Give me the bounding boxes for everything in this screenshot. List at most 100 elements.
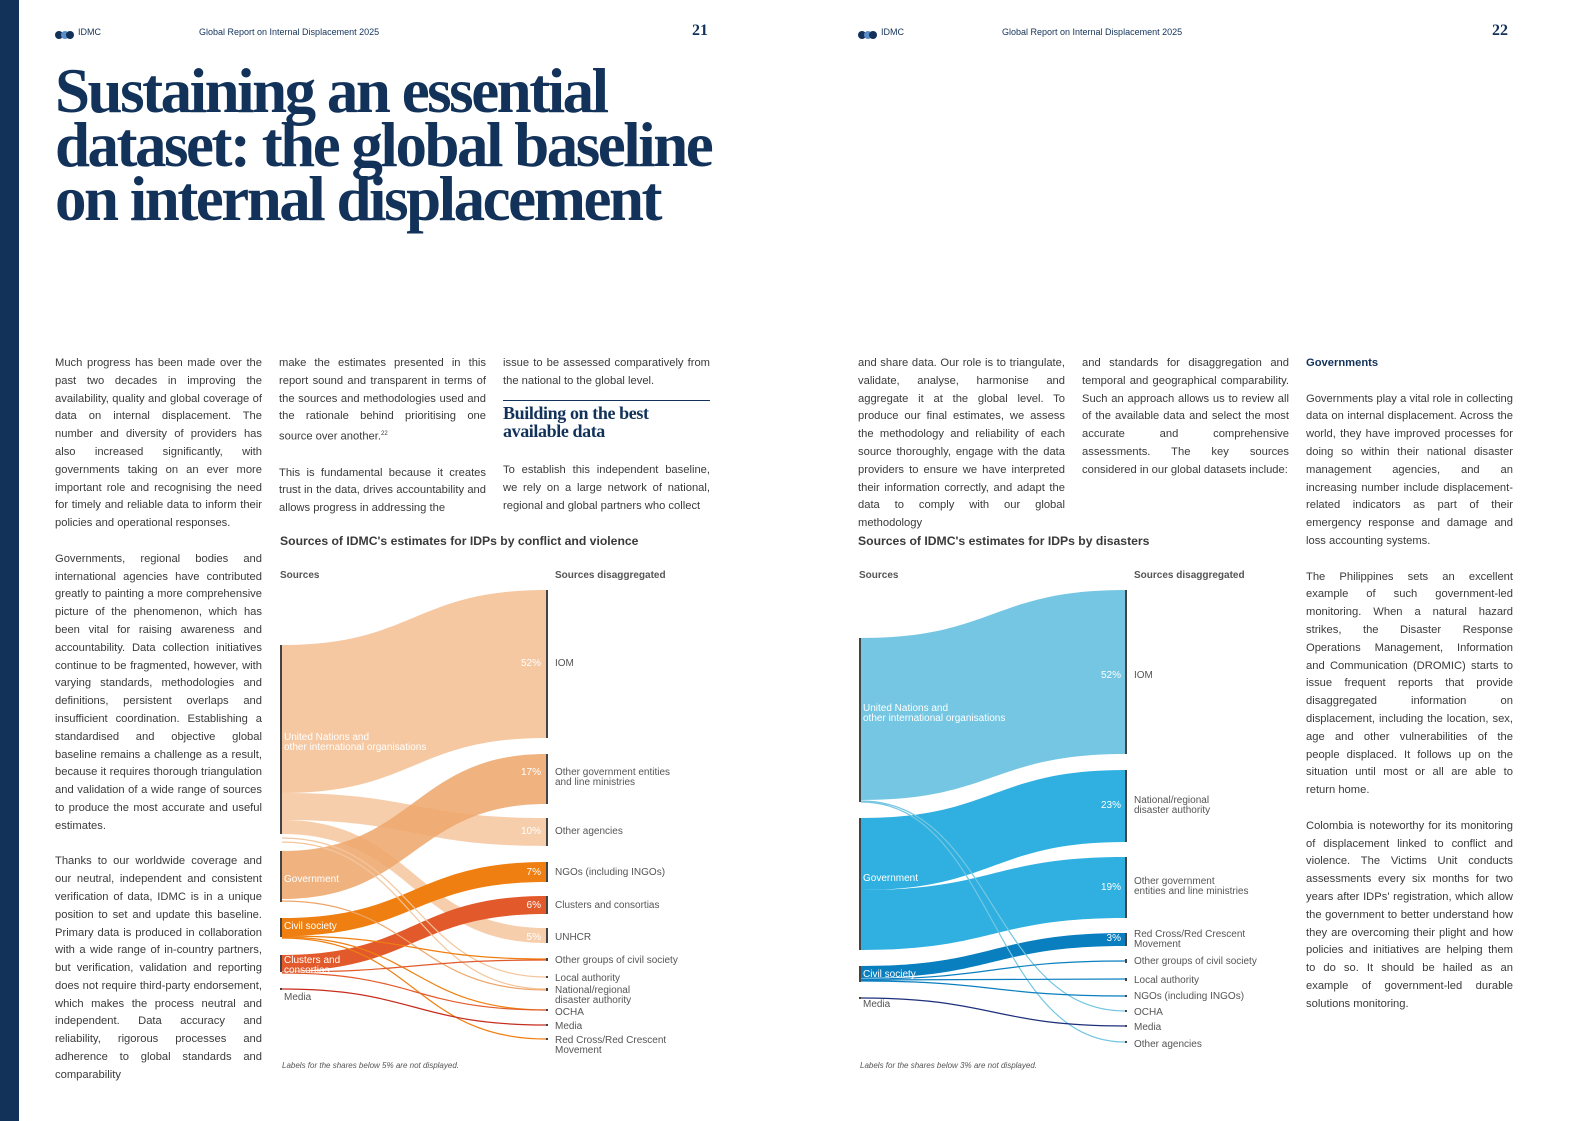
body-column-3-continued: To establish this independent baseline, … [503, 462, 710, 515]
flow-un-ocha [860, 800, 1126, 1012]
target-label: OCHA [1134, 1007, 1163, 1018]
target-node-bar [1125, 959, 1127, 963]
source-label: Government [863, 873, 918, 884]
flow-un-other-agencies [860, 801, 1126, 1043]
source-node-bar [280, 851, 282, 902]
body-column-2: make the estimates presented in this rep… [279, 355, 486, 518]
flow-un-local [281, 837, 547, 978]
flow-clusters-ocha [281, 972, 547, 1011]
subheading-rule [503, 400, 710, 401]
chart-title-disasters: Sources of IDMC's estimates for IDPs by … [858, 534, 1150, 548]
source-label: Clusters and consortias [284, 955, 340, 976]
paragraph: To establish this independent baseline, … [503, 464, 710, 512]
target-node-bar [546, 988, 548, 991]
idmc-logo-icon [55, 31, 74, 39]
target-label: IOM [555, 658, 574, 669]
flow-civil-other-civil [860, 960, 1126, 980]
source-label: Media [284, 992, 312, 1003]
target-label: Other government entities and line minist… [1134, 876, 1249, 897]
flow-civil-ngos [860, 980, 1126, 997]
flow-clusters-clusters [282, 896, 546, 971]
paragraph: issue to be assessed comparatively from … [503, 357, 710, 387]
source-node-bar [859, 966, 861, 982]
source-node-bar [859, 818, 861, 950]
header-report-title: Global Report on Internal Displacement 2… [1002, 27, 1183, 37]
target-label: IOM [1134, 670, 1153, 681]
page-number: 22 [1492, 22, 1508, 39]
header-brand: IDMC [78, 27, 101, 37]
header-report-title: Global Report on Internal Displacement 2… [199, 27, 380, 37]
page-title: Sustaining an essential dataset: the glo… [55, 56, 714, 234]
page-spine [0, 0, 19, 1121]
flow-gov-other-gov [282, 754, 546, 899]
share-label: 17% [521, 767, 541, 778]
source-label: Media [863, 999, 891, 1010]
flow-un-national [281, 841, 547, 990]
target-node-bar [1125, 770, 1127, 842]
target-node-bar [546, 976, 548, 978]
body-column-6: Governments Governments play a vital rol… [1306, 355, 1513, 1013]
flow-un-iom [282, 590, 546, 793]
target-node-bar [1125, 1041, 1127, 1043]
flow-gov-national [281, 900, 547, 991]
chart-targets-header: Sources disaggregated [555, 570, 666, 581]
target-node-bar [546, 928, 548, 943]
source-label: Civil society [284, 921, 337, 932]
target-label: NGOs (including INGOs) [1134, 991, 1244, 1002]
target-node-bar [546, 590, 548, 738]
paragraph: The Philippines sets an excellent exampl… [1306, 570, 1513, 797]
source-node-bar [280, 645, 282, 834]
flow-gov-national [861, 770, 1125, 890]
target-node-bar [1125, 1025, 1127, 1027]
body-column-4: and share data. Our role is to triangula… [858, 355, 1065, 533]
body-column-1: Much progress has been made over the pas… [55, 355, 262, 1085]
target-node-bar [546, 1024, 548, 1026]
paragraph: make the estimates presented in this rep… [279, 355, 486, 447]
body-column-3: issue to be assessed comparatively from … [503, 355, 710, 408]
target-label: Media [555, 1021, 583, 1032]
target-node-bar [1125, 978, 1127, 981]
target-label: Other groups of civil society [1134, 956, 1257, 967]
target-label: Other government entities and line minist… [555, 767, 670, 788]
share-label: 10% [521, 826, 541, 837]
source-label: United Nations and other international or… [284, 732, 426, 753]
target-label: Red Cross/Red Crescent Movement [1134, 929, 1245, 950]
target-node-bar [1125, 857, 1127, 918]
body-column-5: and standards for disaggregation and tem… [1082, 355, 1289, 480]
paragraph: Governments play a vital role in collect… [1306, 392, 1513, 547]
source-node-bar [859, 638, 861, 802]
share-label: 52% [521, 658, 541, 669]
chart-sources-header: Sources [280, 570, 320, 581]
footnote-ref: 22 [381, 431, 388, 438]
target-label: Clusters and consortias [555, 900, 660, 911]
target-node-bar [546, 862, 548, 882]
source-node-bar [280, 955, 282, 972]
section-heading-governments: Governments [1306, 357, 1379, 369]
source-node-bar [280, 918, 282, 937]
source-label: United Nations and other international or… [863, 703, 1005, 724]
source-node-bar [859, 997, 861, 999]
target-label: NGOs (including INGOs) [555, 867, 665, 878]
target-label: National/regional disaster authority [555, 985, 631, 1006]
target-node-bar [1125, 995, 1127, 997]
target-label: Media [1134, 1022, 1162, 1033]
share-label: 52% [1101, 670, 1121, 681]
share-label: 23% [1101, 800, 1121, 811]
target-node-bar [1125, 590, 1127, 754]
chart-footnote: Labels for the shares below 3% are not d… [860, 1061, 1037, 1070]
flow-media-media [860, 997, 1126, 1027]
target-label: OCHA [555, 1007, 584, 1018]
flow-un-iom [861, 590, 1125, 800]
section-subheading: Building on the best available data [503, 403, 649, 441]
header-brand: IDMC [881, 27, 904, 37]
share-label: 5% [527, 932, 542, 943]
source-node-bar [280, 988, 282, 990]
source-label: Civil society [863, 969, 916, 980]
share-label: 6% [527, 900, 542, 911]
flow-civil-local [860, 978, 1126, 981]
target-label: Local authority [1134, 975, 1199, 986]
flow-clusters-other-civil [281, 959, 547, 973]
paragraph: Thanks to our worldwide coverage and our… [55, 855, 262, 1081]
